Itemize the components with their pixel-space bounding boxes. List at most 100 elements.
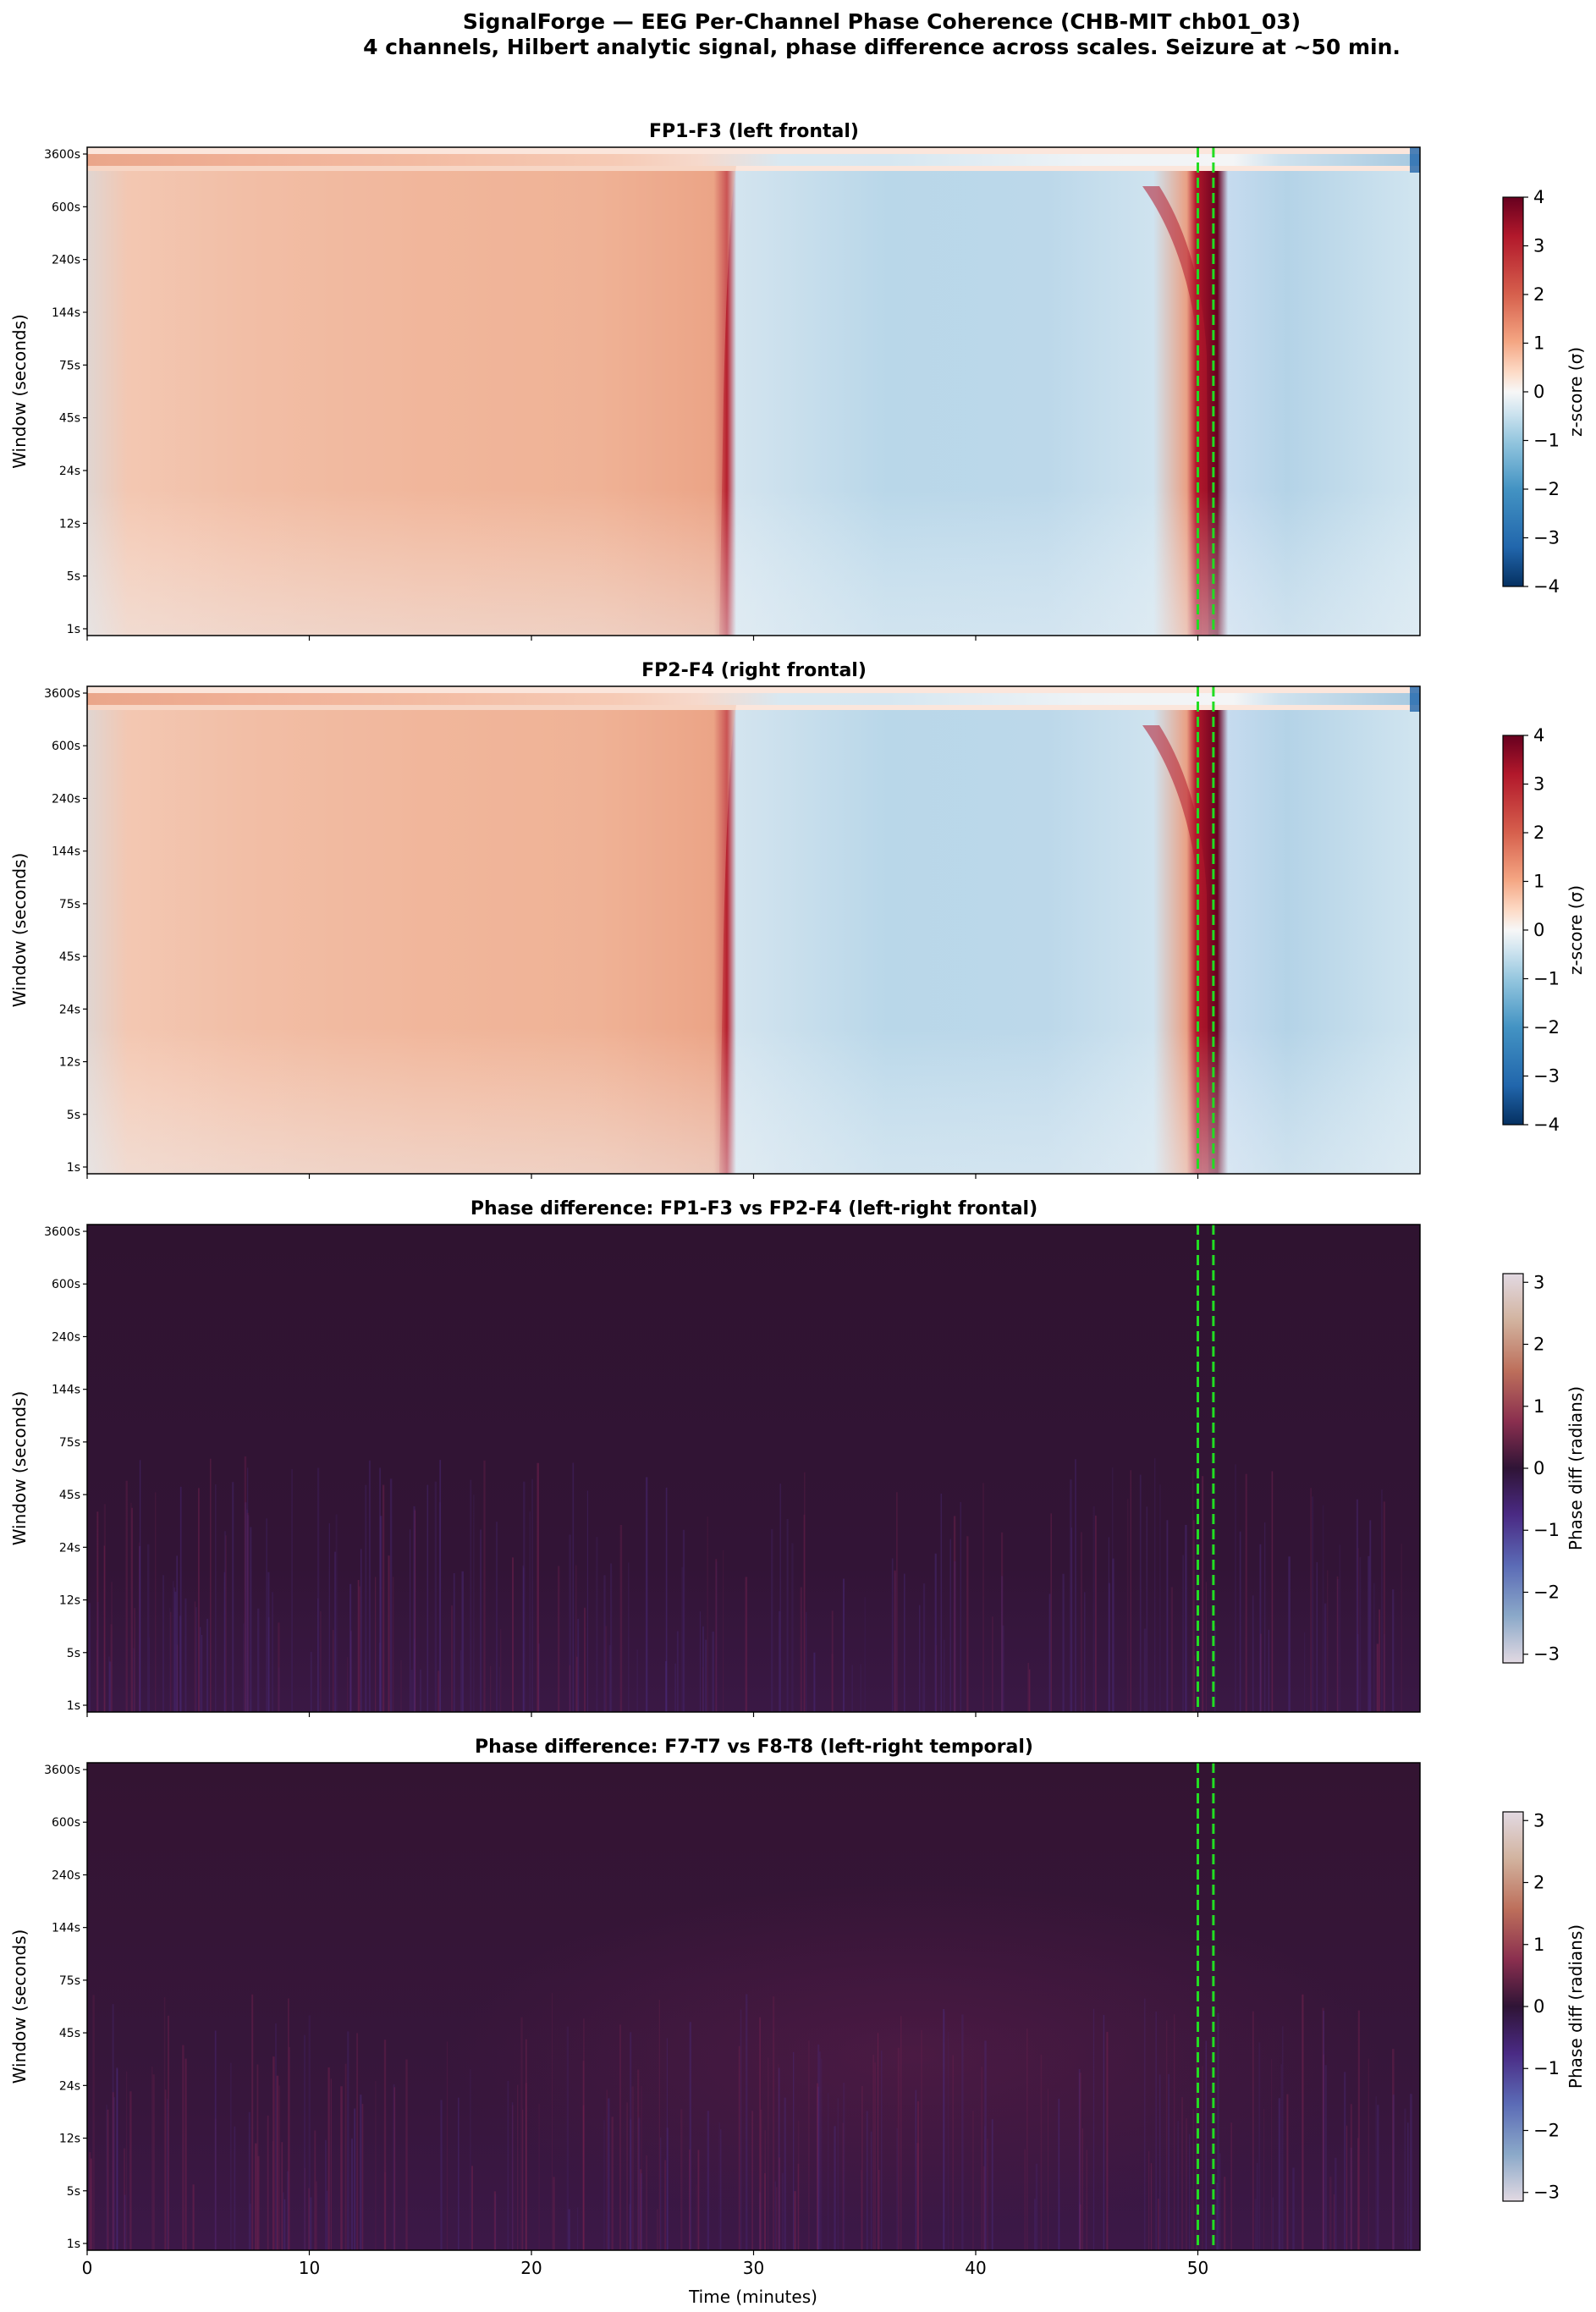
colorbar bbox=[1502, 1811, 1524, 2202]
colorbar-tick-label: 2 bbox=[1533, 284, 1544, 305]
y-tick-label: 75s bbox=[59, 1436, 80, 1450]
y-tick-label: 12s bbox=[59, 2133, 80, 2146]
figure-title: SignalForge — EEG Per-Channel Phase Cohe… bbox=[463, 9, 1301, 34]
y-tick-label: 75s bbox=[59, 359, 80, 372]
colorbar-tick-label: 1 bbox=[1533, 1396, 1544, 1417]
y-tick-label: 45s bbox=[59, 412, 80, 426]
heatmap-image bbox=[87, 147, 1420, 636]
y-tick-label: 3600s bbox=[44, 148, 80, 162]
y-tick-label: 1s bbox=[67, 623, 80, 636]
colorbar-tick-label: 0 bbox=[1533, 1458, 1544, 1478]
y-tick-label: 3600s bbox=[44, 687, 80, 701]
colorbar-label: z-score (σ) bbox=[1566, 347, 1586, 437]
y-tick-label: 5s bbox=[67, 1109, 80, 1122]
colorbar-tick-label: 2 bbox=[1533, 1873, 1544, 1893]
colorbar-label: Phase diff (radians) bbox=[1566, 1386, 1586, 1550]
y-tick-label: 600s bbox=[52, 1278, 80, 1291]
x-axis-label: Time (minutes) bbox=[688, 2287, 817, 2307]
heatmap-panel-phase-frontal: Phase difference: FP1-F3 vs FP2-F4 (left… bbox=[87, 1198, 1420, 1712]
y-tick-label: 5s bbox=[67, 2185, 80, 2199]
y-tick-label: 1s bbox=[67, 2238, 80, 2251]
colorbar-tick-label: 3 bbox=[1533, 1810, 1544, 1830]
y-tick-label: 45s bbox=[59, 2027, 80, 2040]
x-tick-label: 50 bbox=[1187, 2258, 1208, 2278]
y-tick-label: 240s bbox=[52, 792, 80, 806]
colorbar-tick-label: −3 bbox=[1533, 528, 1560, 548]
panel-title: FP1-F3 (left frontal) bbox=[649, 121, 859, 142]
heatmap-image bbox=[87, 1225, 1420, 1712]
colorbar-tick-label: 2 bbox=[1533, 1335, 1544, 1355]
colorbar-tick-label: −2 bbox=[1533, 479, 1560, 499]
x-tick-label: 40 bbox=[965, 2258, 986, 2278]
colorbar-tick-label: 1 bbox=[1533, 333, 1544, 354]
heatmap-panel-fp1-f3: FP1-F3 (left frontal) bbox=[87, 121, 1420, 636]
y-tick-label: 12s bbox=[59, 517, 80, 531]
y-tick-label: 1s bbox=[67, 1699, 80, 1713]
y-tick-label: 75s bbox=[59, 1974, 80, 1988]
colorbar-tick-label: −4 bbox=[1533, 576, 1560, 597]
colorbar-tick-label: −1 bbox=[1533, 969, 1560, 989]
colorbar-tick-label: 4 bbox=[1533, 725, 1544, 746]
y-tick-label: 144s bbox=[52, 306, 80, 320]
y-axis-label: Window (seconds) bbox=[9, 853, 30, 1008]
colorbar-tick-label: 0 bbox=[1533, 920, 1544, 940]
colorbar bbox=[1502, 196, 1524, 587]
colorbar-tick-label: 1 bbox=[1533, 872, 1544, 892]
y-tick-label: 600s bbox=[52, 201, 80, 214]
colorbar-tick-label: −1 bbox=[1533, 1520, 1560, 1540]
heatmap-panel-phase-temporal: Phase difference: F7-T7 vs F8-T8 (left-r… bbox=[87, 1737, 1420, 2307]
y-tick-label: 5s bbox=[67, 1647, 80, 1660]
y-tick-label: 240s bbox=[52, 1869, 80, 1882]
y-tick-label: 144s bbox=[52, 1922, 80, 1935]
colorbar-tick-label: −3 bbox=[1533, 1644, 1560, 1665]
colorbar-tick-label: 3 bbox=[1533, 236, 1544, 256]
colorbar-label: Phase diff (radians) bbox=[1566, 1924, 1586, 2089]
colorbar-tick-label: 1 bbox=[1533, 1935, 1544, 1955]
y-tick-label: 24s bbox=[59, 465, 80, 478]
y-tick-label: 45s bbox=[59, 950, 80, 964]
colorbar-tick-label: −2 bbox=[1533, 2120, 1560, 2140]
heatmap-image bbox=[87, 686, 1420, 1174]
panel-title: Phase difference: F7-T7 vs F8-T8 (left-r… bbox=[475, 1737, 1033, 1758]
colorbar-tick-label: 3 bbox=[1533, 774, 1544, 795]
colorbar-tick-label: 3 bbox=[1533, 1272, 1544, 1292]
colorbar bbox=[1502, 735, 1524, 1126]
colorbar-tick-label: −3 bbox=[1533, 1066, 1560, 1087]
y-tick-label: 24s bbox=[59, 2079, 80, 2093]
colorbar-tick-label: 2 bbox=[1533, 823, 1544, 843]
y-axis-label: Window (seconds) bbox=[9, 314, 30, 469]
y-tick-label: 75s bbox=[59, 898, 80, 911]
y-tick-label: 5s bbox=[67, 570, 80, 584]
colorbar bbox=[1502, 1273, 1524, 1664]
y-tick-label: 3600s bbox=[44, 1764, 80, 1777]
colorbar-tick-label: −2 bbox=[1533, 1017, 1560, 1038]
colorbar-tick-label: −1 bbox=[1533, 431, 1560, 451]
colorbar-tick-label: 4 bbox=[1533, 187, 1544, 207]
y-tick-label: 3600s bbox=[44, 1225, 80, 1239]
y-tick-label: 45s bbox=[59, 1489, 80, 1502]
x-tick-label: 10 bbox=[299, 2258, 320, 2278]
y-tick-label: 240s bbox=[52, 254, 80, 267]
y-tick-label: 600s bbox=[52, 740, 80, 753]
colorbar-tick-label: 0 bbox=[1533, 1996, 1544, 2017]
y-tick-label: 24s bbox=[59, 1003, 80, 1016]
x-tick-label: 20 bbox=[520, 2258, 542, 2278]
colorbar-tick-label: −2 bbox=[1533, 1582, 1560, 1602]
y-tick-label: 144s bbox=[52, 845, 80, 859]
y-tick-label: 24s bbox=[59, 1541, 80, 1555]
colorbar-tick-label: −1 bbox=[1533, 2058, 1560, 2078]
y-tick-label: 12s bbox=[59, 1594, 80, 1608]
y-axis-label: Window (seconds) bbox=[9, 1391, 30, 1546]
x-tick-label: 0 bbox=[82, 2258, 93, 2278]
panel-title: FP2-F4 (right frontal) bbox=[641, 660, 867, 681]
y-tick-label: 600s bbox=[52, 1816, 80, 1830]
figure-subtitle: 4 channels, Hilbert analytic signal, pha… bbox=[363, 35, 1401, 59]
panel-title: Phase difference: FP1-F3 vs FP2-F4 (left… bbox=[471, 1198, 1037, 1219]
heatmap-panel-fp2-f4: FP2-F4 (right frontal) bbox=[87, 660, 1420, 1174]
colorbar-tick-label: 0 bbox=[1533, 382, 1544, 402]
y-tick-label: 144s bbox=[52, 1384, 80, 1397]
y-tick-label: 12s bbox=[59, 1056, 80, 1070]
colorbar-label: z-score (σ) bbox=[1566, 885, 1586, 975]
colorbar-tick-label: −4 bbox=[1533, 1115, 1560, 1135]
